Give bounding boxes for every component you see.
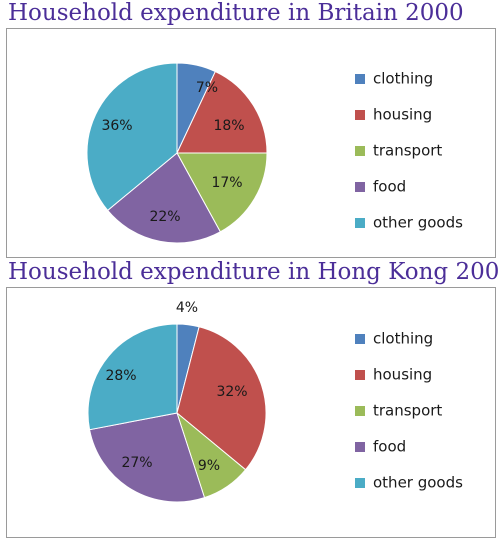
legend-swatch xyxy=(355,478,365,488)
slice-value-label: 28% xyxy=(105,368,136,384)
slice-value-label: 32% xyxy=(216,384,247,400)
chart-title: Household expenditure in Hong Kong 2000 xyxy=(8,259,499,285)
legend-swatch xyxy=(355,334,365,344)
pie-slice-other-goods xyxy=(87,323,178,431)
slice-value-label: 36% xyxy=(101,118,132,134)
pie-chart: 4% 32% 9% 27% 28% clothing housing transport foo… xyxy=(87,300,463,503)
slice-value-label: 9% xyxy=(198,458,220,474)
pie-chart: 7% 18% 17% 22% 36% clothing housing transport fo… xyxy=(86,62,463,244)
legend-label: food xyxy=(373,438,406,456)
slice-value-label: 4% xyxy=(176,300,198,316)
pie-slice-transport xyxy=(176,152,268,233)
legend-label: clothing xyxy=(373,330,433,348)
slice-value-label: 27% xyxy=(121,455,152,471)
legend-label: other goods xyxy=(373,474,463,492)
chart-frame: 4% 32% 9% 27% 28% clothing housing transport foo… xyxy=(6,287,496,538)
legend-label: clothing xyxy=(373,70,433,88)
legend-swatch xyxy=(355,370,365,380)
legend-label: transport xyxy=(373,402,442,420)
legend-label: other goods xyxy=(373,214,463,232)
slice-value-label: 17% xyxy=(211,175,242,191)
slice-value-label: 18% xyxy=(213,118,244,134)
chart-frame: 7% 18% 17% 22% 36% clothing housing transport fo… xyxy=(6,28,496,258)
slice-value-label: 22% xyxy=(149,209,180,225)
legend-swatch xyxy=(355,218,365,228)
legend-swatch xyxy=(355,74,365,84)
legend-swatch xyxy=(355,406,365,416)
pie-slice-food xyxy=(88,412,206,503)
legend-swatch xyxy=(355,146,365,156)
slice-value-label: 7% xyxy=(196,80,218,96)
legend-label: food xyxy=(373,178,406,196)
legend-swatch xyxy=(355,110,365,120)
legend-swatch xyxy=(355,442,365,452)
legend-label: housing xyxy=(373,366,432,384)
legend-label: transport xyxy=(373,142,442,160)
legend-label: housing xyxy=(373,106,432,124)
pie-slice-housing xyxy=(176,326,267,471)
legend-swatch xyxy=(355,182,365,192)
pie-slice-housing xyxy=(176,70,268,154)
pie-slice-food xyxy=(106,152,222,244)
chart-title: Household expenditure in Britain 2000 xyxy=(8,0,464,26)
pie-slice-other-goods xyxy=(86,62,178,212)
